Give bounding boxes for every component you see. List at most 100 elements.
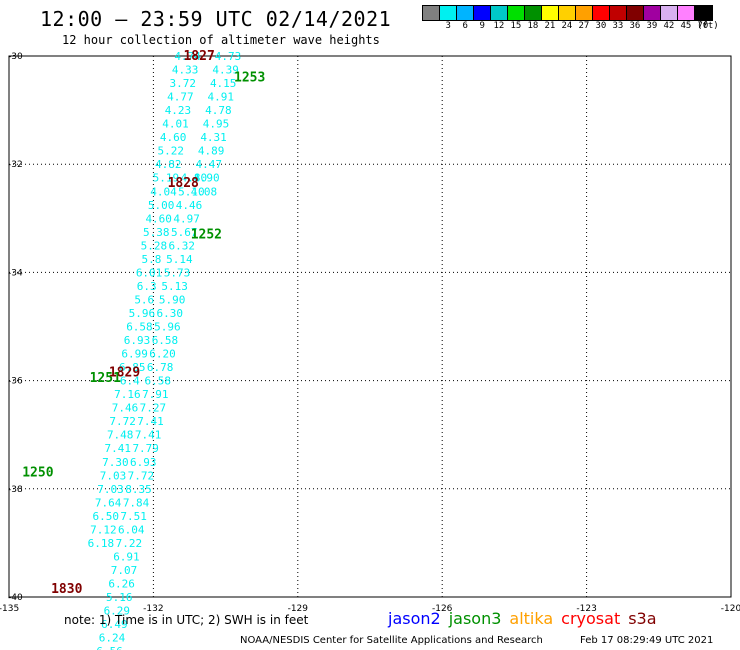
swh-point: 6.32: [169, 239, 196, 252]
swh-point: 4.82: [155, 158, 182, 171]
swh-point: 7.72: [128, 469, 155, 482]
x-tick-label: -135: [0, 604, 19, 614]
swh-point: 5.16: [106, 591, 133, 604]
swh-point: 4.97: [173, 212, 200, 225]
swh-point: 6.58: [126, 321, 153, 334]
x-tick-label: -120: [721, 604, 740, 614]
legend-swatch: [525, 6, 542, 20]
swh-point: 6.26: [108, 577, 135, 590]
swh-point: 7.51: [120, 510, 147, 523]
satellite-cryosat: cryosat: [561, 609, 621, 628]
swh-point: 4.04: [150, 185, 177, 198]
legend-label: 39: [646, 21, 658, 31]
swh-point: 7.16: [114, 388, 141, 401]
pass-time-label: 1251: [90, 371, 121, 386]
legend-swatch: [508, 6, 525, 20]
legend-label: 21: [544, 21, 556, 31]
swh-point: 4.74: [174, 50, 201, 63]
swh-point: 6.4: [120, 375, 140, 388]
swh-point: 4.95: [203, 118, 230, 131]
y-tick-label: -40: [8, 593, 23, 603]
swh-point: 5.22: [157, 145, 184, 158]
legend-unit: (ft): [697, 21, 719, 31]
legend-label: 24: [561, 21, 573, 31]
legend-label: 45: [680, 21, 692, 31]
pass-time-label: 1828: [168, 176, 199, 191]
satellite-jason3: jason3: [448, 609, 502, 628]
legend-label: 27: [578, 21, 590, 31]
legend-label: 3: [445, 21, 451, 31]
swh-point: 7.79: [132, 442, 159, 455]
swh-point: 5.14: [166, 253, 193, 266]
swh-point: 6.78: [147, 361, 174, 374]
swh-point: 4.08: [191, 185, 218, 198]
legend-swatch: [644, 6, 661, 20]
swh-point: 4.31: [200, 131, 227, 144]
swh-point: 5.13: [161, 280, 188, 293]
legend-label: 15: [510, 21, 522, 31]
swh-point: 6.30: [157, 307, 184, 320]
color-scale-labels: 3 6 9 12 15 18 21 24 27 30 33 36 39 42 45 70 (ft): [422, 21, 740, 35]
swh-point: 5.10: [178, 185, 205, 198]
swh-point: 5.73: [164, 266, 191, 279]
swh-point: 4.60: [145, 212, 172, 225]
pass-time-label: 1827: [183, 49, 214, 64]
swh-point: 7.12: [90, 523, 117, 536]
x-tick-label: -123: [576, 604, 596, 614]
y-tick-label: -36: [8, 377, 23, 387]
swh-point: 6.3: [137, 280, 157, 293]
y-tick-label: -34: [8, 268, 23, 278]
swh-point: 7.41: [105, 442, 132, 455]
swh-point: 6.58: [144, 375, 171, 388]
x-tick-label: -129: [288, 604, 309, 614]
legend-label: 18: [527, 21, 539, 31]
legend-swatch: [491, 6, 508, 20]
pass-time-label: 1253: [234, 71, 265, 86]
swh-point: 7.03: [97, 483, 124, 496]
swh-point: 7.41: [137, 415, 164, 428]
swh-point: 4.47: [196, 158, 223, 171]
legend-label: 6: [462, 21, 468, 31]
legend-label: 30: [595, 21, 607, 31]
swh-point: 7.64: [95, 496, 122, 509]
generation-timestamp: Feb 17 08:29:49 UTC 2021: [580, 635, 714, 646]
swh-point: 6.58: [152, 334, 179, 347]
swh-point: 7.27: [140, 402, 167, 415]
swh-point: 7.46: [112, 402, 139, 415]
legend-swatch: [559, 6, 576, 20]
swh-point: 6.50: [92, 510, 119, 523]
chart-title: 12:00 – 23:59 UTC 02/14/2021: [40, 7, 392, 31]
swh-point: 6.56: [96, 645, 123, 650]
swh-point: 6.18: [88, 537, 115, 550]
satellite-altika: altika: [509, 609, 554, 628]
swh-point: 5.6: [134, 293, 154, 306]
satellite-s3a: s3a: [628, 609, 657, 628]
swh-point: 4.39: [212, 64, 239, 77]
legend-swatch: [423, 6, 440, 20]
y-tick-label: -30: [8, 52, 23, 62]
swh-point: 5.90: [159, 293, 186, 306]
satellite-legend: jason2 jason3 altika cryosat s3a: [388, 609, 665, 628]
pass-time-label: 1830: [51, 582, 82, 597]
swh-point: 4.46: [176, 199, 203, 212]
swh-point: 6.93: [130, 456, 157, 469]
swh-point: 6.29: [104, 605, 131, 618]
legend-swatch: [610, 6, 627, 20]
swh-point: 4.78: [205, 104, 232, 117]
legend-label: 9: [479, 21, 485, 31]
swh-point: 5.96: [129, 307, 156, 320]
legend-label: 36: [629, 21, 641, 31]
swh-point: 4.23: [165, 104, 192, 117]
legend-swatch: [576, 6, 593, 20]
pass-time-label: 1250: [22, 466, 53, 481]
swh-point: 7.91: [142, 388, 169, 401]
swh-point: 4.89: [198, 145, 225, 158]
swh-point: 4.60: [160, 131, 187, 144]
legend-label: 33: [612, 21, 624, 31]
satellite-jason2: jason2: [388, 609, 441, 628]
swh-point: 7.03: [100, 469, 127, 482]
legend-label: 12: [493, 21, 505, 31]
swh-point: 6.85: [119, 361, 146, 374]
swh-point: 7.30: [102, 456, 129, 469]
